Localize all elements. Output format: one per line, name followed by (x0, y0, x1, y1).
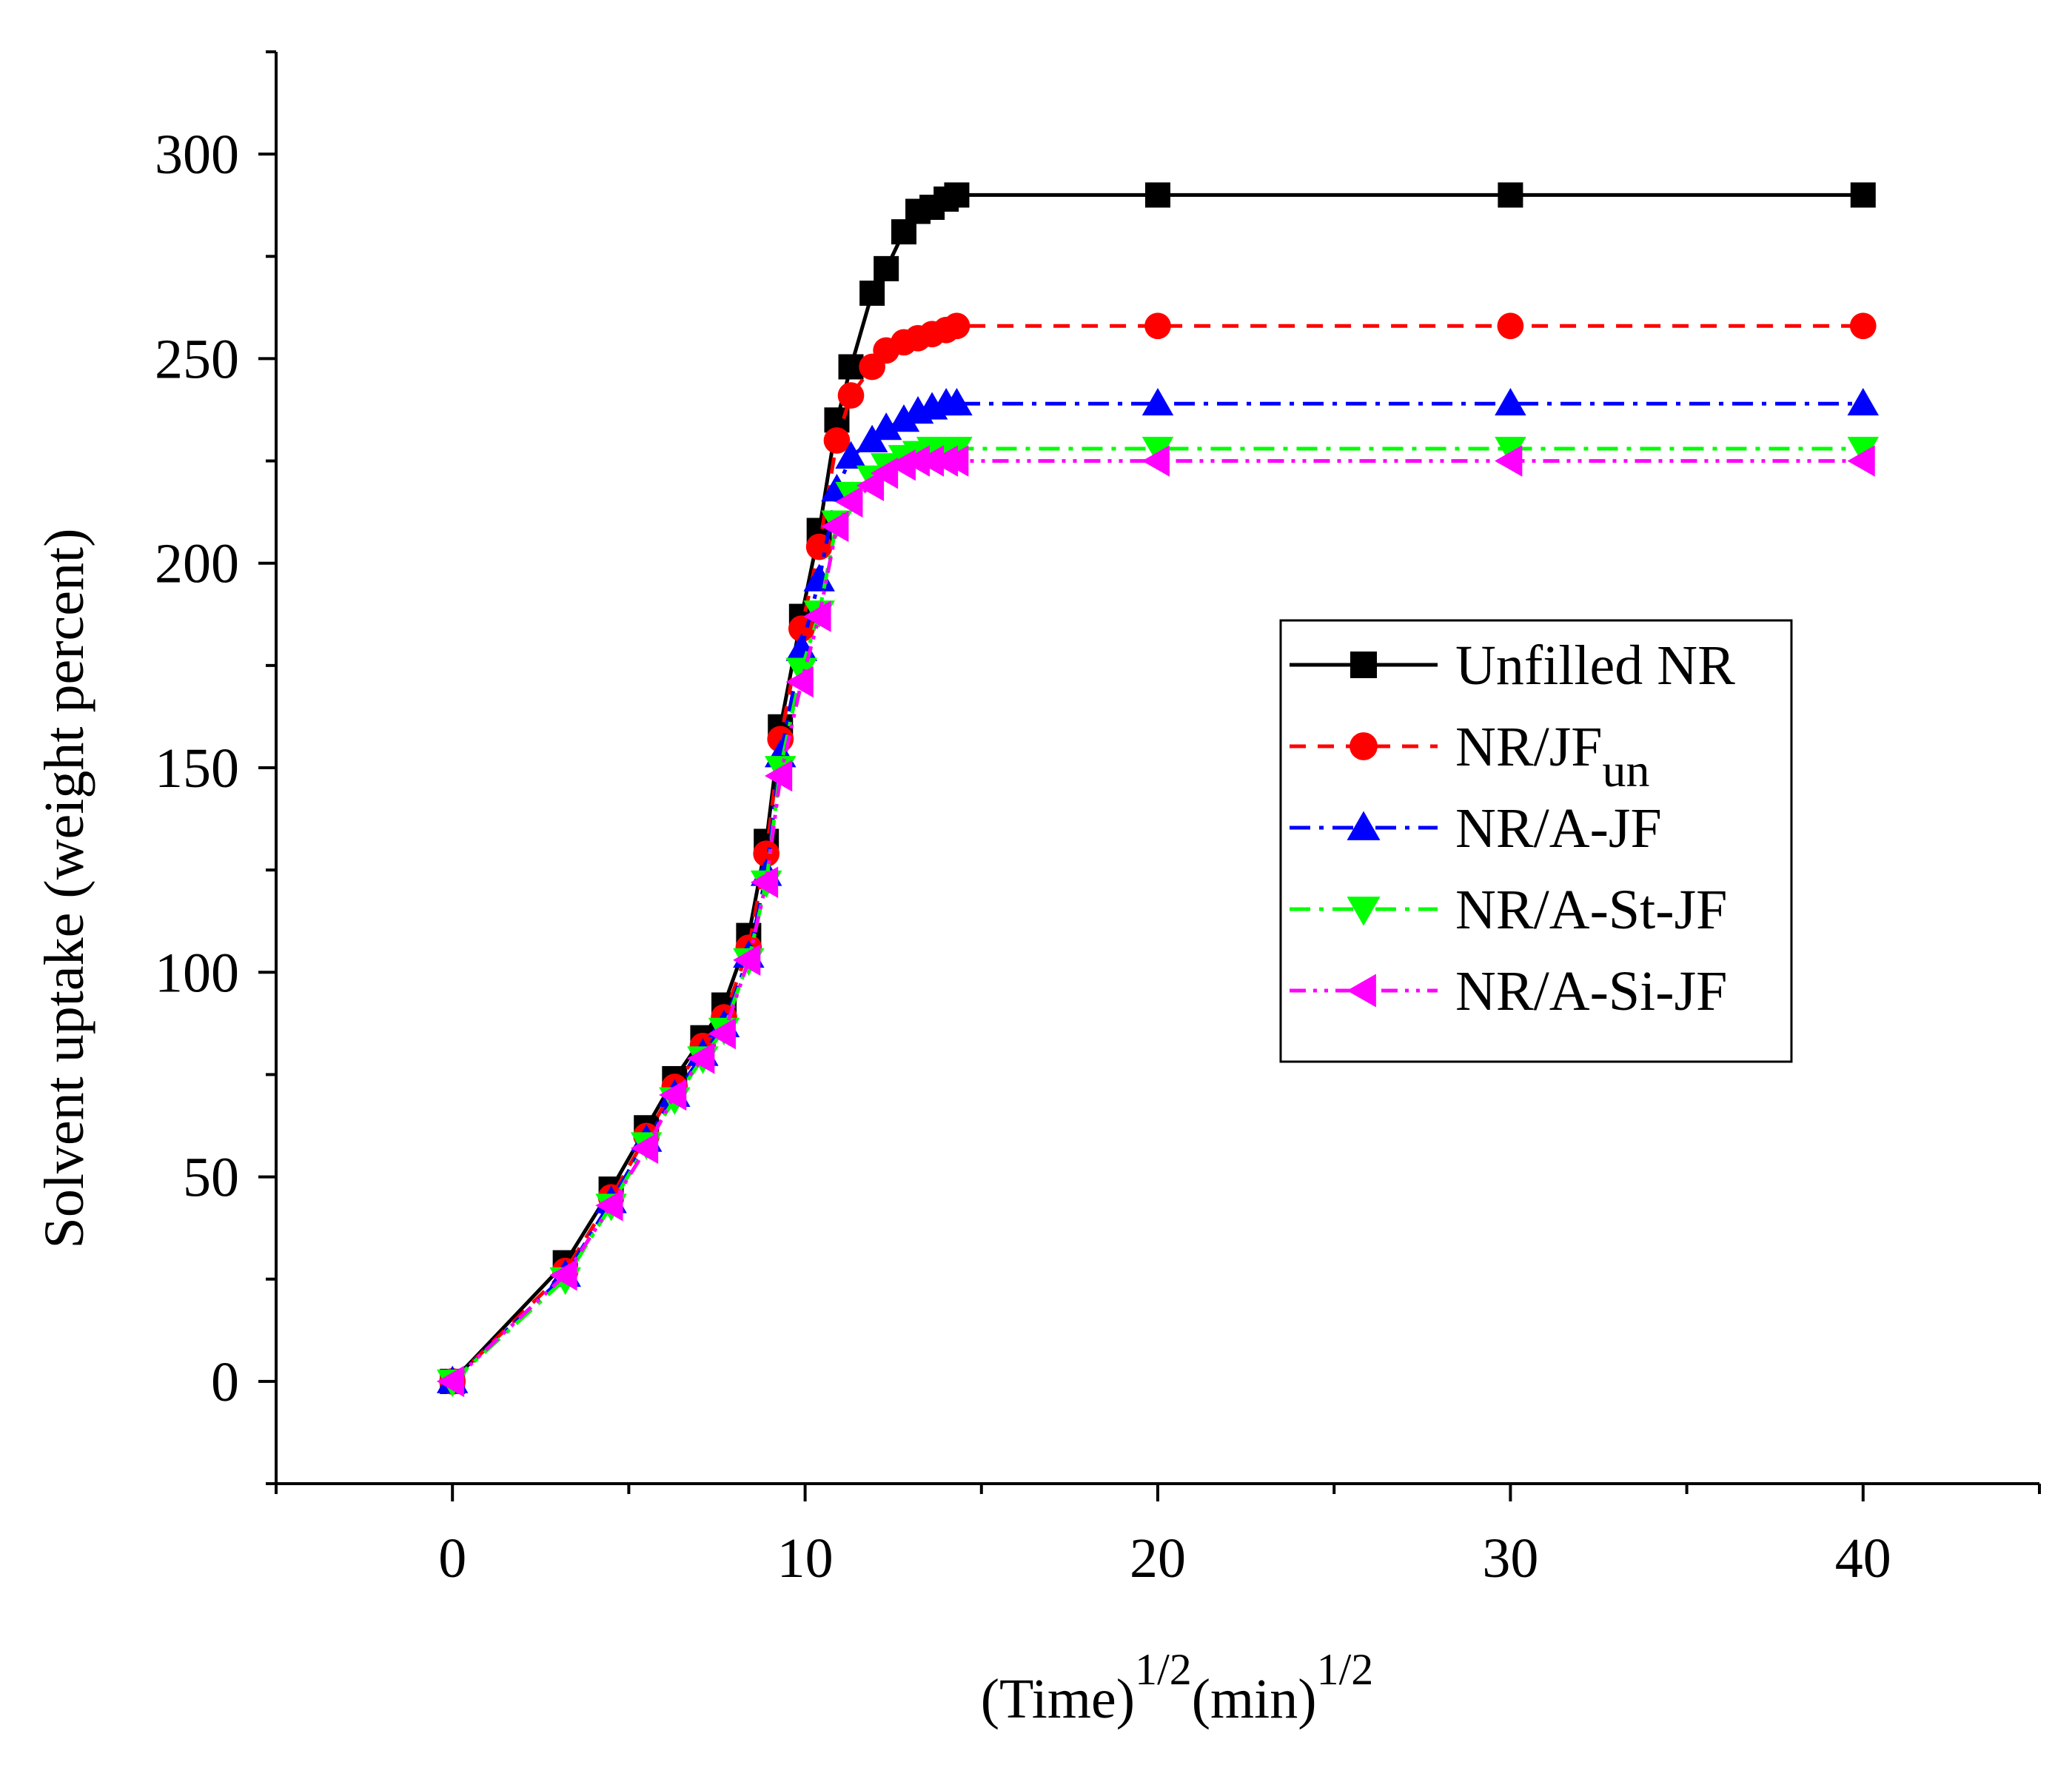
triangle-left-marker (941, 445, 969, 477)
circle-marker (1497, 312, 1524, 340)
axes: 0 50 100 150 200 250 300 0 10 20 30 40 (155, 50, 2041, 1590)
triangle-left-marker (856, 469, 885, 501)
legend-item: NR/A-JF (1290, 797, 1662, 860)
x-axis-label-unit: (min) (1192, 1668, 1317, 1730)
triangle-left-marker (733, 944, 761, 976)
y-tick-label: 100 (155, 942, 239, 1004)
triangle-up-marker (1847, 387, 1880, 416)
square-marker (944, 182, 970, 208)
triangle-up-marker (870, 412, 902, 441)
triangle-down-marker (1141, 437, 1174, 465)
triangle-left-marker (1495, 445, 1523, 477)
x-axis-label-main: (Time) (981, 1668, 1135, 1730)
axis-labels: Solvent uptake (weight percent) (Time)1/… (33, 529, 1373, 1730)
legend-label: NR/A-JF (1455, 797, 1662, 860)
legend-item: NR/JFun (1290, 716, 1650, 797)
triangle-left-marker (659, 1079, 687, 1111)
triangle-left-marker (916, 445, 945, 477)
x-tick-label: 0 (438, 1527, 466, 1590)
legend-label: NR/A-St-JF (1455, 879, 1727, 941)
triangle-left-marker (1347, 974, 1376, 1008)
circle-marker (1849, 312, 1877, 340)
y-tick-label: 150 (155, 737, 239, 800)
triangle-down-marker (785, 657, 818, 686)
triangle-up-marker (1141, 387, 1174, 416)
triangle-left-marker (821, 510, 849, 543)
triangle-up-marker (803, 563, 835, 592)
square-marker (1850, 182, 1876, 208)
x-tick-label: 40 (1835, 1527, 1891, 1590)
legend-label: NR/A-Si-JF (1455, 960, 1727, 1022)
series-line (451, 446, 1863, 1383)
circle-marker (837, 382, 865, 409)
triangle-up-marker (1347, 811, 1381, 840)
triangle-left-marker (549, 1259, 577, 1291)
x-tick-label: 10 (777, 1527, 834, 1590)
triangle-left-marker (765, 760, 793, 792)
legend-item: NR/A-St-JF (1290, 879, 1727, 941)
triangle-left-marker (835, 486, 863, 518)
square-marker (1350, 652, 1377, 678)
square-marker (874, 255, 899, 281)
y-tick-label: 50 (183, 1147, 239, 1209)
y-tick-label: 250 (155, 328, 239, 390)
triangle-left-marker (785, 666, 814, 698)
triangle-left-marker (687, 1042, 715, 1074)
triangle-down-marker (1347, 897, 1381, 926)
x-tick-label: 20 (1130, 1527, 1186, 1590)
circle-marker (943, 312, 970, 340)
triangle-left-marker (708, 1017, 736, 1050)
legend-item: NR/A-Si-JF (1290, 960, 1727, 1022)
y-tick-label: 0 (211, 1351, 239, 1413)
triangle-left-marker (436, 1365, 465, 1398)
circle-marker (1350, 732, 1378, 760)
x-axis-label-unit-sup: 1/2 (1317, 1645, 1374, 1694)
triangle-left-marker (595, 1190, 623, 1222)
triangle-left-marker (803, 600, 831, 632)
triangle-left-marker (1847, 445, 1875, 477)
square-marker (1145, 182, 1170, 208)
triangle-up-marker (835, 441, 867, 469)
triangle-left-marker (902, 445, 930, 477)
triangle-up-marker (888, 404, 920, 432)
y-tick-label: 300 (155, 124, 239, 186)
series-5 (436, 445, 1875, 1398)
square-marker (1498, 182, 1523, 208)
y-axis-label: Solvent uptake (weight percent) (33, 529, 95, 1249)
triangle-left-marker (750, 866, 779, 898)
square-marker (859, 281, 885, 307)
circle-marker (823, 427, 851, 454)
triangle-up-marker (941, 387, 973, 416)
y-tick-label: 200 (155, 533, 239, 595)
x-axis-label: (Time)1/2(min)1/2 (981, 1645, 1374, 1730)
legend-label: NR/JFun (1455, 716, 1650, 797)
series (436, 182, 1880, 1398)
triangle-left-marker (1141, 445, 1170, 477)
legend-label: Unfilled NR (1455, 634, 1735, 697)
x-axis-label-sup: 1/2 (1135, 1645, 1192, 1694)
x-tick-label: 30 (1482, 1527, 1538, 1590)
legend-item: Unfilled NR (1290, 634, 1735, 697)
circle-marker (753, 840, 780, 867)
triangle-down-marker (1495, 437, 1526, 465)
triangle-left-marker (630, 1132, 659, 1165)
circle-marker (1144, 312, 1171, 340)
triangle-up-marker (1495, 387, 1526, 416)
triangle-left-marker (888, 449, 916, 481)
triangle-down-marker (1847, 437, 1880, 465)
